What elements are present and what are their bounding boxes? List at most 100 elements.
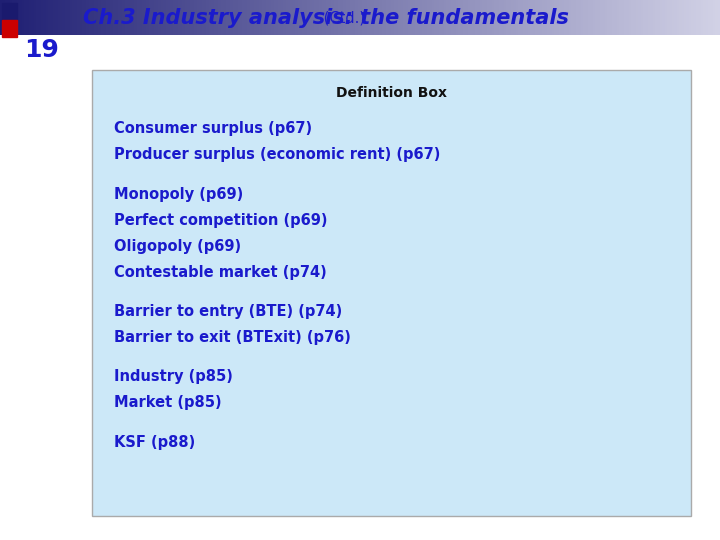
Text: Industry (p85): Industry (p85) bbox=[114, 369, 233, 384]
Bar bbox=[552, 0, 554, 35]
Bar bbox=[41, 0, 43, 35]
Bar bbox=[567, 0, 569, 35]
Bar bbox=[279, 0, 281, 35]
Bar bbox=[329, 0, 331, 35]
Bar bbox=[31, 0, 34, 35]
Bar bbox=[7, 0, 9, 35]
FancyBboxPatch shape bbox=[92, 70, 691, 516]
Bar bbox=[634, 0, 636, 35]
Bar bbox=[506, 0, 509, 35]
Bar bbox=[389, 0, 391, 35]
Bar bbox=[346, 0, 348, 35]
Bar bbox=[677, 0, 679, 35]
Bar bbox=[266, 0, 269, 35]
Bar bbox=[264, 0, 266, 35]
Bar bbox=[2, 0, 5, 35]
Text: Consumer surplus (p67): Consumer surplus (p67) bbox=[114, 122, 312, 137]
Bar bbox=[127, 0, 130, 35]
Bar bbox=[612, 0, 614, 35]
Bar bbox=[300, 0, 302, 35]
Bar bbox=[621, 0, 624, 35]
Bar bbox=[132, 0, 135, 35]
Bar bbox=[326, 0, 329, 35]
Bar bbox=[230, 0, 233, 35]
Bar bbox=[619, 0, 621, 35]
Bar bbox=[574, 0, 576, 35]
Bar bbox=[682, 0, 684, 35]
Bar bbox=[686, 0, 689, 35]
Bar bbox=[641, 0, 643, 35]
Bar bbox=[576, 0, 578, 35]
Bar bbox=[492, 0, 495, 35]
Bar bbox=[257, 0, 259, 35]
Bar bbox=[22, 0, 24, 35]
Bar bbox=[214, 0, 216, 35]
Bar bbox=[271, 0, 274, 35]
Bar bbox=[175, 0, 178, 35]
Text: Producer surplus (economic rent) (p67): Producer surplus (economic rent) (p67) bbox=[114, 147, 440, 163]
Bar bbox=[360, 0, 362, 35]
Bar bbox=[240, 0, 243, 35]
Bar bbox=[5, 0, 7, 35]
Bar bbox=[559, 0, 562, 35]
Bar bbox=[65, 0, 67, 35]
Bar bbox=[394, 0, 396, 35]
Bar bbox=[317, 0, 319, 35]
Bar bbox=[163, 0, 166, 35]
Bar bbox=[454, 0, 456, 35]
Bar bbox=[581, 0, 583, 35]
Bar bbox=[405, 0, 408, 35]
Bar bbox=[2, 20, 17, 37]
Bar bbox=[502, 0, 504, 35]
Bar bbox=[715, 0, 718, 35]
Bar bbox=[173, 0, 175, 35]
Bar bbox=[43, 0, 45, 35]
Bar bbox=[382, 0, 384, 35]
Bar bbox=[485, 0, 487, 35]
Bar bbox=[233, 0, 235, 35]
Bar bbox=[466, 0, 468, 35]
Bar bbox=[449, 0, 451, 35]
Bar bbox=[161, 0, 163, 35]
Bar bbox=[290, 0, 293, 35]
Bar bbox=[600, 0, 603, 35]
Bar bbox=[562, 0, 564, 35]
Bar bbox=[199, 0, 202, 35]
Bar bbox=[540, 0, 542, 35]
Bar bbox=[355, 0, 358, 35]
Bar bbox=[547, 0, 549, 35]
Bar bbox=[348, 0, 351, 35]
Bar bbox=[639, 0, 641, 35]
Bar bbox=[307, 0, 310, 35]
Bar bbox=[358, 0, 360, 35]
Bar bbox=[295, 0, 297, 35]
Bar bbox=[34, 0, 36, 35]
Bar bbox=[607, 0, 610, 35]
Bar bbox=[276, 0, 279, 35]
Bar bbox=[91, 0, 94, 35]
Bar bbox=[533, 0, 535, 35]
Bar bbox=[413, 0, 415, 35]
Bar bbox=[557, 0, 559, 35]
Bar bbox=[629, 0, 631, 35]
Bar bbox=[523, 0, 526, 35]
Bar bbox=[470, 0, 473, 35]
Bar bbox=[418, 0, 420, 35]
Bar bbox=[228, 0, 230, 35]
Text: 19: 19 bbox=[24, 38, 58, 62]
Bar bbox=[521, 0, 523, 35]
Bar bbox=[27, 0, 29, 35]
Bar bbox=[648, 0, 650, 35]
Bar bbox=[662, 0, 665, 35]
Bar bbox=[691, 0, 693, 35]
Bar bbox=[509, 0, 511, 35]
Bar bbox=[706, 0, 708, 35]
Bar bbox=[434, 0, 437, 35]
Bar bbox=[387, 0, 389, 35]
Bar bbox=[569, 0, 571, 35]
Bar bbox=[516, 0, 518, 35]
Bar bbox=[341, 0, 343, 35]
Bar bbox=[197, 0, 199, 35]
Bar bbox=[153, 0, 156, 35]
Bar bbox=[665, 0, 667, 35]
